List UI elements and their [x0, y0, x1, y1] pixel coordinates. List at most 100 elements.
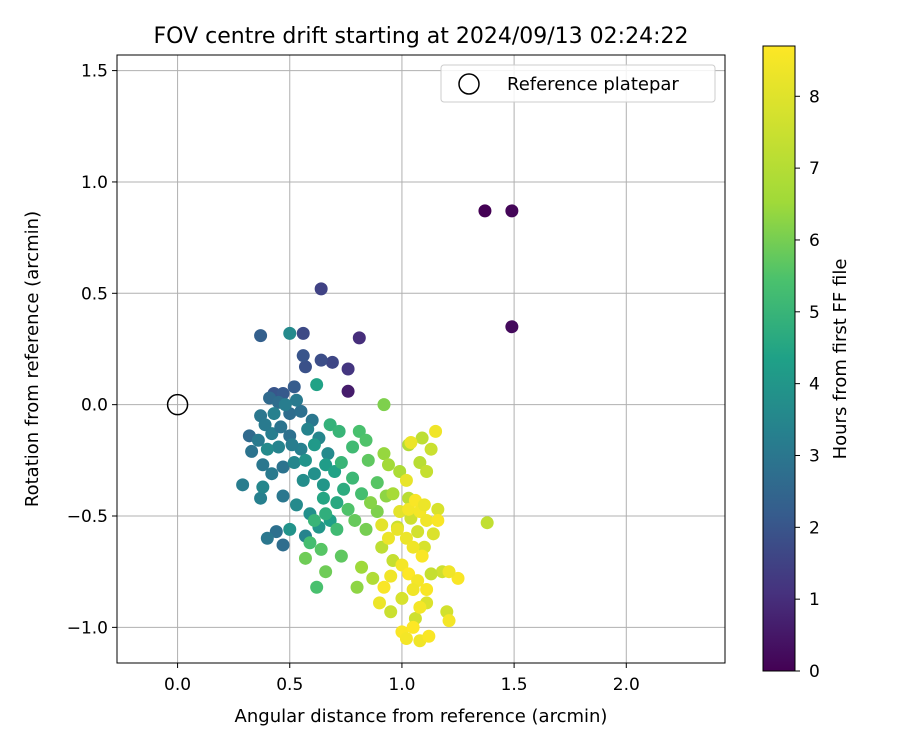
data-point	[377, 447, 391, 461]
data-point	[377, 580, 391, 594]
data-point	[399, 473, 413, 487]
data-point	[334, 456, 348, 470]
data-point	[276, 489, 290, 503]
data-points	[236, 204, 519, 648]
x-axis-ticks: 0.0 0.5 1.0 1.5 2.0	[164, 663, 640, 695]
y-tick-label: −0.5	[67, 507, 108, 527]
data-point	[478, 204, 492, 218]
data-point	[274, 420, 288, 434]
data-point	[265, 467, 279, 481]
data-point	[287, 456, 301, 470]
x-tick-label: 1.0	[388, 675, 415, 695]
data-point	[251, 433, 265, 447]
data-point	[364, 496, 378, 510]
data-point	[431, 502, 445, 516]
data-point	[316, 478, 330, 492]
data-point	[424, 567, 438, 581]
data-point	[480, 516, 494, 530]
legend-marker	[458, 73, 480, 95]
y-axis-ticks: −1.0 −0.5 0.0 0.5 1.0 1.5	[67, 62, 117, 638]
data-point	[413, 456, 427, 470]
data-point	[245, 444, 259, 458]
data-point	[426, 527, 440, 541]
legend-label: Reference platepar	[507, 74, 679, 95]
data-point	[442, 614, 456, 628]
y-tick-label: −1.0	[67, 618, 108, 638]
data-point	[429, 424, 443, 438]
data-point	[355, 560, 369, 574]
data-point	[307, 438, 321, 452]
x-tick-label: 0.5	[276, 675, 303, 695]
data-point	[424, 442, 438, 456]
colorbar-tick-label: 3	[809, 446, 820, 466]
colorbar-tick-label: 8	[809, 87, 820, 107]
data-point	[276, 460, 290, 474]
data-point	[269, 525, 283, 539]
data-point	[451, 571, 465, 585]
data-point	[321, 447, 335, 461]
data-point	[390, 522, 404, 536]
data-point	[420, 513, 434, 527]
data-point	[287, 380, 301, 394]
data-point	[256, 480, 270, 494]
data-point	[341, 384, 355, 398]
data-point	[375, 518, 389, 532]
data-point	[256, 458, 270, 472]
data-point	[377, 398, 391, 412]
colorbar-tick-label: 6	[809, 231, 820, 251]
colorbar-tick-label: 5	[809, 303, 820, 323]
data-point	[431, 513, 445, 527]
reference-marker	[166, 393, 189, 416]
y-tick-label: 1.0	[81, 173, 108, 193]
data-point	[285, 438, 299, 452]
colorbar-tick-label: 2	[809, 518, 820, 538]
data-point	[330, 496, 344, 510]
data-point	[310, 580, 324, 594]
chart-title: FOV centre drift starting at 2024/09/13 …	[154, 24, 689, 49]
data-point	[355, 487, 369, 501]
data-point	[325, 355, 339, 369]
data-point	[359, 433, 373, 447]
y-axis-label: Rotation from reference (arcmin)	[22, 211, 43, 507]
data-point	[370, 476, 384, 490]
colorbar	[762, 45, 796, 672]
data-point	[301, 422, 315, 436]
data-point	[258, 418, 272, 432]
data-point	[296, 349, 310, 363]
data-point	[352, 331, 366, 345]
data-point	[395, 558, 409, 572]
data-point	[348, 513, 362, 527]
data-point	[346, 471, 360, 485]
y-tick-label: 0.0	[81, 396, 108, 416]
data-point	[236, 478, 250, 492]
data-point	[420, 464, 434, 478]
data-point	[254, 329, 268, 343]
data-point	[276, 538, 290, 552]
data-point	[294, 404, 308, 418]
data-point	[384, 605, 398, 619]
data-point	[298, 551, 312, 565]
data-point	[352, 424, 366, 438]
data-point	[254, 491, 268, 505]
data-point	[399, 531, 413, 545]
data-point	[420, 583, 434, 597]
colorbar-tick-label: 4	[809, 375, 820, 395]
data-point	[366, 571, 380, 585]
data-point	[361, 453, 375, 467]
data-point	[384, 569, 398, 583]
data-point	[505, 204, 519, 218]
colorbar-label: Hours from first FF file	[830, 259, 851, 460]
legend-box	[440, 64, 716, 103]
data-point	[298, 360, 312, 374]
plot-frame	[116, 54, 726, 664]
data-point	[330, 522, 344, 536]
data-point	[402, 502, 416, 516]
data-point	[319, 507, 333, 521]
data-point	[411, 525, 425, 539]
data-point	[296, 473, 310, 487]
data-point	[395, 591, 409, 605]
y-tick-label: 0.5	[81, 284, 108, 304]
data-point	[386, 487, 400, 501]
colorbar-tick-label: 1	[809, 590, 820, 610]
x-tick-label: 2.0	[613, 675, 640, 695]
